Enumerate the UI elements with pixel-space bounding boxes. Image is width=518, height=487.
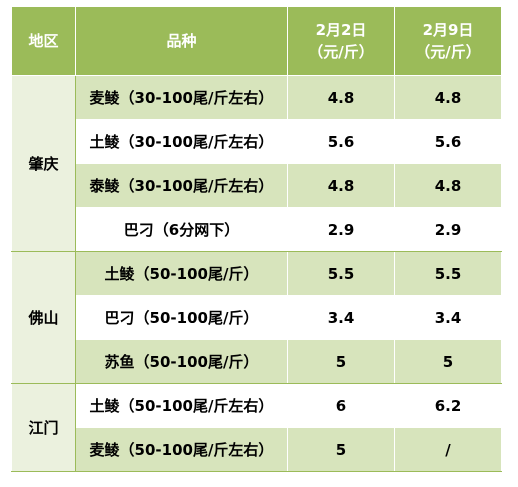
price-date2-cell: 2.9	[394, 207, 502, 252]
price-date2-cell: 4.8	[394, 75, 502, 120]
table-row: 巴刁（6分网下） 2.9 2.9	[12, 207, 502, 252]
variety-cell: 巴刁（50-100尾/斤）	[75, 295, 288, 340]
table-row: 苏鱼（50-100尾/斤） 5 5	[12, 339, 502, 384]
table-row: 肇庆 麦鲮（30-100尾/斤左右） 4.8 4.8	[11, 75, 502, 252]
price-date2-cell: 5.5	[394, 251, 502, 296]
header-variety: 品种	[75, 6, 288, 76]
price-date1-cell: 5.5	[287, 251, 395, 296]
variety-cell: 苏鱼（50-100尾/斤）	[75, 339, 288, 384]
variety-cell: 麦鲮（30-100尾/斤左右）	[75, 75, 288, 120]
header-date2: 2月9日 （元/斤）	[394, 6, 502, 76]
region-cell: 肇庆	[11, 75, 76, 252]
price-date2-cell: /	[394, 427, 502, 472]
variety-cell: 巴刁（6分网下）	[75, 207, 288, 252]
header-date1-line1: 2月2日	[315, 21, 367, 39]
price-table: 地区 品种 2月2日 （元/斤） 2月9日 （元/斤） 肇庆 麦鲮（30-100…	[11, 6, 502, 472]
price-date1-cell: 4.8	[287, 163, 395, 208]
variety-cell: 土鲮（50-100尾/斤）	[75, 251, 288, 296]
variety-cell: 泰鲮（30-100尾/斤左右）	[75, 163, 288, 208]
price-date2-cell: 5.6	[394, 119, 502, 164]
price-date2-cell: 6.2	[394, 383, 502, 428]
price-table-container: 地区 品种 2月2日 （元/斤） 2月9日 （元/斤） 肇庆 麦鲮（30-100…	[11, 6, 502, 472]
price-date1-cell: 4.8	[287, 75, 395, 120]
price-date1-cell: 6	[287, 383, 395, 428]
price-date1-cell: 3.4	[287, 295, 395, 340]
price-date1-cell: 5	[287, 427, 395, 472]
header-date2-line1: 2月9日	[422, 21, 474, 39]
header-date1: 2月2日 （元/斤）	[287, 6, 395, 76]
region-cell: 江门	[11, 383, 76, 472]
table-row: 佛山 土鲮（50-100尾/斤） 5.5 5.5	[11, 251, 502, 384]
price-date1-cell: 5.6	[287, 119, 395, 164]
price-date2-cell: 4.8	[394, 163, 502, 208]
header-date1-line2: （元/斤）	[308, 43, 374, 61]
header-row: 地区 品种 2月2日 （元/斤） 2月9日 （元/斤）	[11, 6, 502, 76]
price-date1-cell: 5	[287, 339, 395, 384]
table-row: 江门 土鲮（50-100尾/斤左右） 6 6.2	[11, 383, 502, 472]
table-row: 巴刁（50-100尾/斤） 3.4 3.4	[12, 295, 502, 340]
variety-cell: 土鲮（30-100尾/斤左右）	[75, 119, 288, 164]
price-date2-cell: 3.4	[394, 295, 502, 340]
table-row: 麦鲮（50-100尾/斤左右） 5 /	[12, 427, 502, 472]
variety-cell: 土鲮（50-100尾/斤左右）	[75, 383, 288, 428]
variety-cell: 麦鲮（50-100尾/斤左右）	[75, 427, 288, 472]
price-date1-cell: 2.9	[287, 207, 395, 252]
price-date2-cell: 5	[394, 339, 502, 384]
header-region: 地区	[11, 6, 76, 76]
table-row: 土鲮（30-100尾/斤左右） 5.6 5.6	[12, 119, 502, 164]
region-cell: 佛山	[11, 251, 76, 384]
header-date2-line2: （元/斤）	[415, 43, 481, 61]
table-row: 泰鲮（30-100尾/斤左右） 4.8 4.8	[12, 163, 502, 208]
